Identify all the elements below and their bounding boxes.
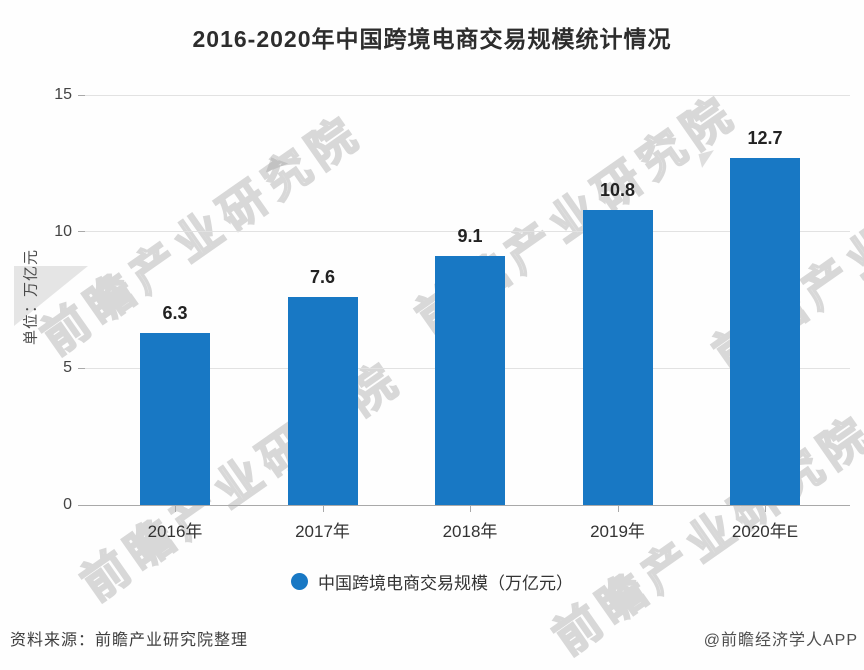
x-tick-label: 2018年 — [442, 522, 498, 541]
bar-value-label: 10.8 — [599, 179, 636, 200]
y-tick-mark — [78, 504, 85, 506]
bar-2018年 — [435, 256, 505, 505]
x-tick-mark — [617, 505, 619, 512]
y-tick-label: 10 — [54, 222, 72, 240]
bar-2016年 — [140, 332, 210, 505]
credit-note: @前瞻经济学人APP — [703, 632, 858, 649]
watermark-triangle-icon — [14, 266, 88, 326]
plot-area: 0 5 10 15 6.3 2016年 7.6 2017年 9.1 2018年 10.8 2019年 1… — [54, 86, 850, 541]
y-tick-label: 5 — [63, 359, 72, 377]
x-axis-line — [85, 504, 850, 506]
y-tick-label: 15 — [54, 86, 72, 103]
x-tick-mark — [470, 505, 471, 512]
x-tick-mark — [322, 505, 324, 512]
x-tick-mark — [765, 505, 766, 512]
gridline — [85, 231, 850, 233]
gridline — [85, 94, 850, 96]
y-tick-mark — [78, 367, 85, 369]
y-tick-label: 0 — [63, 496, 72, 513]
y-axis-title: 单位：万亿元 — [22, 248, 40, 346]
x-tick-label: 2016年 — [147, 522, 203, 541]
bar-2017年 — [287, 297, 358, 505]
x-tick-label: 2017年 — [295, 522, 350, 541]
y-tick-mark — [78, 231, 85, 233]
bar-2019年 — [582, 209, 653, 505]
bar-value-label: 12.7 — [747, 127, 783, 148]
bar-value-label: 7.6 — [309, 267, 336, 288]
legend-label: 中国跨境电商交易规模（万亿元） — [318, 574, 573, 593]
chart-title: 2016-2020年中国跨境电商交易规模统计情况 — [192, 26, 672, 52]
bar-value-label: 6.3 — [162, 302, 188, 323]
y-tick-mark — [78, 94, 85, 96]
bar-2020年E — [730, 157, 800, 505]
bar-value-label: 9.1 — [457, 226, 483, 247]
legend-marker-icon — [291, 573, 308, 590]
legend: 中国跨境电商交易规模（万亿元） — [0, 569, 864, 594]
x-tick-label: 2020年E — [731, 522, 799, 541]
x-tick-mark — [175, 505, 176, 512]
source-note: 资料来源：前瞻产业研究院整理 — [10, 632, 249, 649]
x-tick-label: 2019年 — [590, 522, 645, 541]
